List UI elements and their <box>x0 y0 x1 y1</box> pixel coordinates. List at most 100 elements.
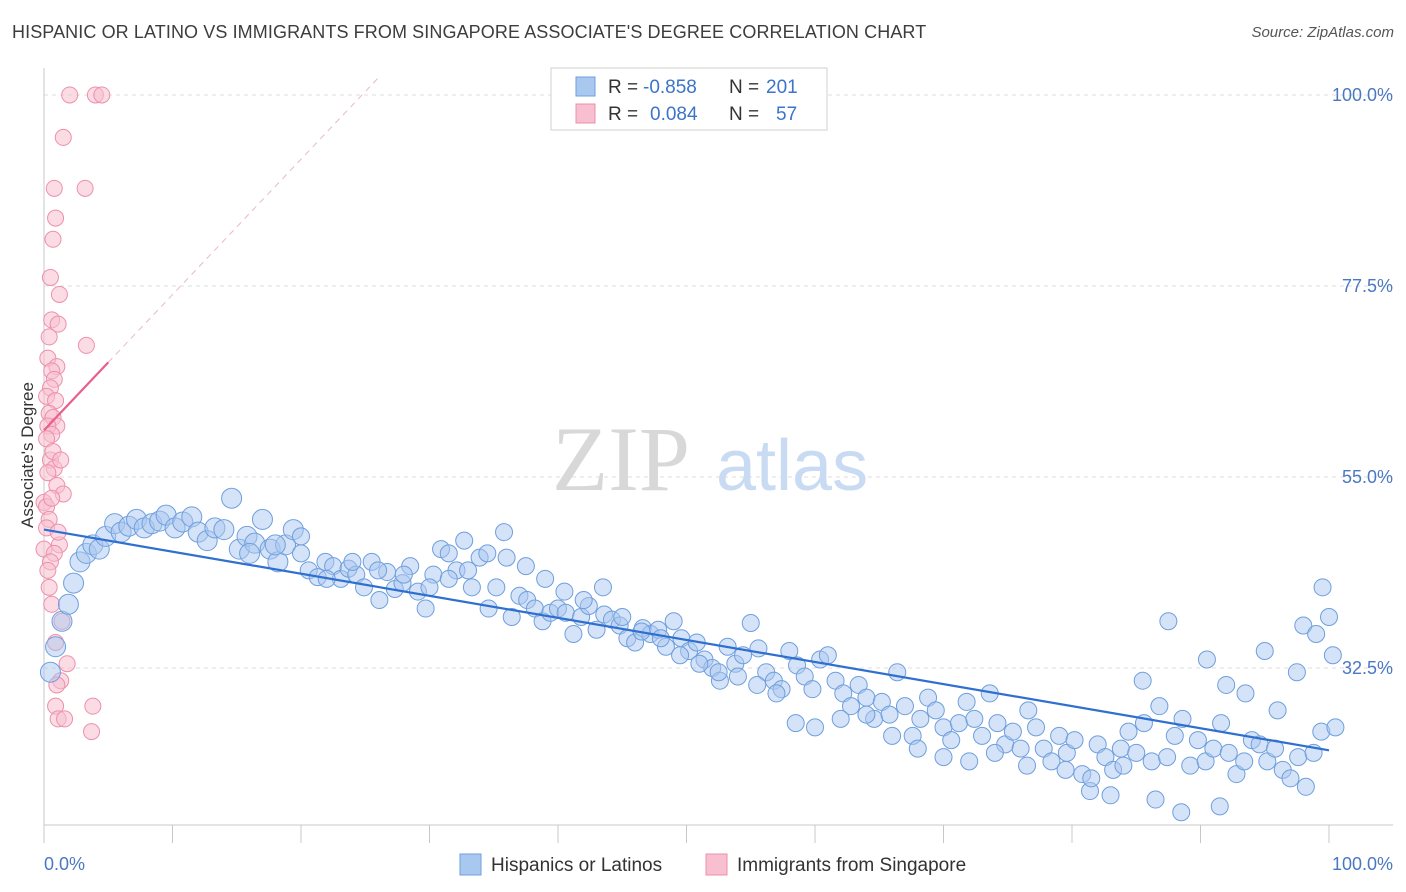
point-hispanic-149 <box>1181 756 1200 775</box>
y-tick-label-3: 32.5% <box>1342 658 1393 678</box>
point-hispanic-189 <box>985 743 1004 762</box>
point-hispanic-173 <box>1268 701 1287 720</box>
point-singapore-4 <box>45 179 63 197</box>
x-tick-label-right: 100.0% <box>1332 854 1393 874</box>
y-tick-label-1: 77.5% <box>1342 276 1393 296</box>
point-hispanic-175 <box>1294 616 1313 635</box>
point-hispanic-187 <box>1056 760 1075 779</box>
point-hispanic-199 <box>748 675 767 694</box>
point-hispanic-142 <box>1127 743 1146 762</box>
point-hispanic-60 <box>495 523 514 542</box>
point-hispanic-69 <box>564 625 583 644</box>
point-hispanic-128 <box>1019 701 1038 720</box>
point-hispanic-97 <box>780 641 799 660</box>
point-hispanic-42 <box>354 578 373 597</box>
point-hispanic-182 <box>1172 803 1191 822</box>
point-hispanic-206 <box>613 608 632 627</box>
point-hispanic-24 <box>213 519 235 541</box>
legend-r-value-1: -0.858 <box>643 77 697 98</box>
point-singapore-13 <box>77 336 95 354</box>
point-hispanic-210 <box>536 569 555 588</box>
legend-n-value-1: 201 <box>766 77 798 98</box>
y-axis-title: Associate's Degree <box>18 382 37 528</box>
point-hispanic-116 <box>926 701 945 720</box>
point-singapore-11 <box>49 315 67 333</box>
trend-singapore <box>43 361 110 432</box>
point-hispanic-221 <box>292 544 310 563</box>
point-hispanic-162 <box>1281 769 1300 788</box>
bottom-legend-label-hispanics: Hispanics or Latinos <box>491 855 662 876</box>
point-hispanic-144 <box>1142 752 1161 771</box>
point-hispanic-190 <box>960 752 979 771</box>
point-hispanic-177 <box>1313 578 1332 597</box>
watermark-zip: ZIP <box>552 408 690 510</box>
point-hispanic-156 <box>1235 752 1254 771</box>
point-hispanic-217 <box>394 565 413 584</box>
point-hispanic-126 <box>1003 722 1022 741</box>
legend-n-value-2: 57 <box>776 104 797 125</box>
point-hispanic-112 <box>895 697 914 716</box>
point-hispanic-0 <box>39 661 61 683</box>
point-hispanic-198 <box>767 684 786 703</box>
legend-r-value-2: 0.084 <box>650 104 698 125</box>
point-hispanic-169 <box>1197 650 1216 669</box>
point-hispanic-219 <box>343 552 362 571</box>
grid-lines <box>44 94 1393 669</box>
point-hispanic-3 <box>57 593 79 615</box>
point-hispanic-146 <box>1158 748 1177 767</box>
chart-title: HISPANIC OR LATINO VS IMMIGRANTS FROM SI… <box>12 22 927 42</box>
point-singapore-50 <box>52 451 70 469</box>
watermark: ZIP atlas <box>552 408 868 510</box>
point-hispanic-211 <box>516 557 535 576</box>
point-hispanic-185 <box>1101 786 1120 805</box>
x-tick-label-left: 0.0% <box>44 854 85 874</box>
point-hispanic-183 <box>1210 797 1229 816</box>
point-hispanic-58 <box>479 599 498 618</box>
point-hispanic-152 <box>1204 739 1223 758</box>
point-singapore-47 <box>83 723 101 741</box>
point-hispanic-193 <box>883 726 902 745</box>
legend-swatch-blue <box>575 76 596 97</box>
watermark-atlas: atlas <box>716 426 868 506</box>
point-hispanic-145 <box>1150 697 1169 716</box>
point-hispanic-4 <box>63 572 85 594</box>
point-singapore-48 <box>39 561 57 579</box>
point-hispanic-208 <box>574 591 593 610</box>
point-singapore-39 <box>43 595 61 613</box>
point-hispanic-179 <box>1323 646 1342 665</box>
bottom-legend-label-singapore: Immigrants from Singapore <box>737 855 966 876</box>
point-singapore-53 <box>40 578 58 596</box>
legend-n-label-1: N = <box>729 77 759 98</box>
point-hispanic-216 <box>420 578 439 597</box>
point-hispanic-55 <box>455 531 474 550</box>
point-hispanic-1 <box>45 636 67 658</box>
point-singapore-55 <box>43 489 61 507</box>
point-hispanic-184 <box>1114 756 1133 775</box>
point-hispanic-176 <box>1307 625 1326 644</box>
point-hispanic-164 <box>1296 777 1315 796</box>
point-hispanic-105 <box>841 697 860 716</box>
point-singapore-6 <box>47 209 65 227</box>
source-note: Source: ZipAtlas.com <box>1251 24 1394 41</box>
trend-hispanic <box>43 528 1330 752</box>
point-hispanic-207 <box>593 578 612 597</box>
point-hispanic-192 <box>908 739 927 758</box>
point-hispanic-191 <box>934 748 953 767</box>
point-hispanic-34 <box>292 527 310 546</box>
point-hispanic-209 <box>555 582 574 601</box>
y-tick-label-2: 55.0% <box>1342 467 1393 487</box>
point-hispanic-119 <box>949 714 968 733</box>
point-hispanic-150 <box>1188 731 1207 750</box>
point-hispanic-59 <box>487 578 506 597</box>
correlation-legend: R = -0.858 N = 201 R = 0.084 N = 57 <box>550 67 828 131</box>
legend-r-label-2: R = <box>608 104 638 125</box>
point-hispanic-114 <box>911 709 930 728</box>
point-hispanic-181 <box>1146 790 1165 809</box>
point-hispanic-118 <box>942 731 961 750</box>
point-hispanic-148 <box>1173 709 1192 728</box>
point-hispanic-50 <box>416 599 435 618</box>
point-hispanic-92 <box>741 613 760 632</box>
point-singapore-0 <box>61 86 79 104</box>
point-hispanic-195 <box>831 709 850 728</box>
